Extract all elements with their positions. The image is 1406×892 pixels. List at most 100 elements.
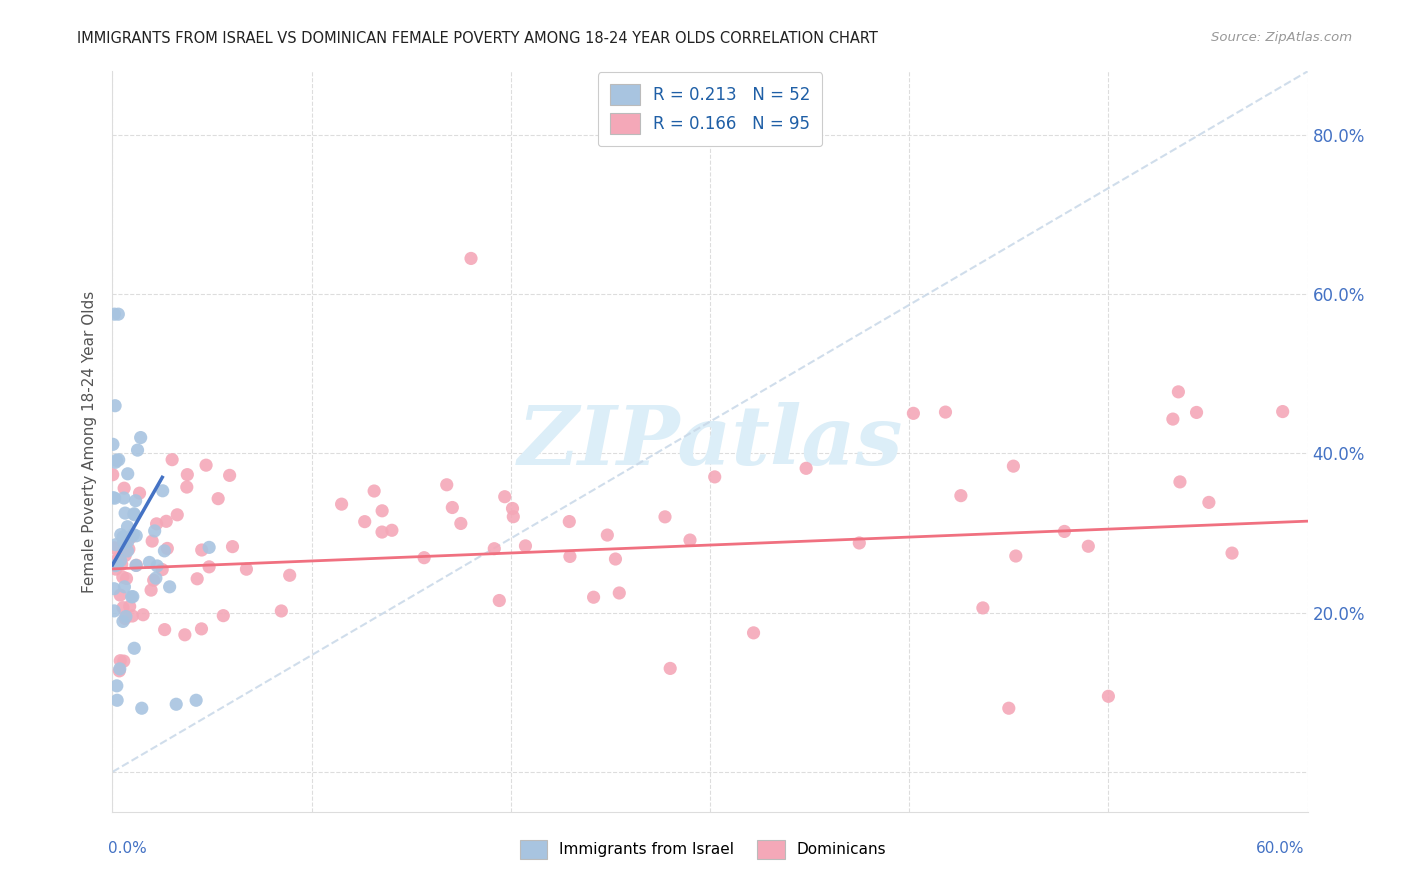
Point <box>112 654 135 668</box>
Point <box>363 483 385 498</box>
Legend: Immigrants from Israel, Dominicans: Immigrants from Israel, Dominicans <box>513 834 893 864</box>
Point <box>143 524 166 538</box>
Point <box>155 514 177 528</box>
Point <box>112 481 135 495</box>
Point <box>742 625 765 640</box>
Point <box>502 501 524 516</box>
Point <box>450 516 472 531</box>
Point <box>607 586 630 600</box>
Point <box>198 541 221 555</box>
Legend: R = 0.213   N = 52, R = 0.166   N = 95: R = 0.213 N = 52, R = 0.166 N = 95 <box>598 72 823 146</box>
Point <box>104 558 127 573</box>
Point <box>160 452 183 467</box>
Point <box>153 544 176 558</box>
Point <box>1167 384 1189 399</box>
Point <box>198 559 221 574</box>
Point <box>122 641 145 656</box>
Point <box>110 553 132 567</box>
Point <box>186 693 208 707</box>
Point <box>484 541 506 556</box>
Point <box>110 527 132 541</box>
Point <box>121 609 143 624</box>
Point <box>121 590 143 604</box>
Point <box>153 623 176 637</box>
Point <box>159 580 181 594</box>
Point <box>114 611 136 625</box>
Point <box>1097 690 1119 704</box>
Point <box>107 307 129 321</box>
Point <box>125 558 148 573</box>
Point <box>108 662 131 676</box>
Point <box>139 583 162 598</box>
Y-axis label: Female Poverty Among 18-24 Year Olds: Female Poverty Among 18-24 Year Olds <box>82 291 97 592</box>
Point <box>112 530 135 544</box>
Point <box>105 679 128 693</box>
Point <box>1161 412 1184 426</box>
Point <box>120 530 142 544</box>
Point <box>124 493 146 508</box>
Point <box>441 500 464 515</box>
Point <box>582 591 605 605</box>
Point <box>117 534 139 549</box>
Point <box>186 572 208 586</box>
Point <box>176 467 198 482</box>
Point <box>218 468 240 483</box>
Point <box>142 573 165 587</box>
Point <box>110 654 132 668</box>
Point <box>145 516 167 531</box>
Point <box>146 558 169 573</box>
Point <box>212 608 235 623</box>
Point <box>165 698 187 712</box>
Point <box>794 461 817 475</box>
Point <box>1220 546 1243 560</box>
Point <box>103 582 125 596</box>
Point <box>195 458 218 472</box>
Point <box>436 477 458 491</box>
Point <box>150 563 173 577</box>
Point <box>156 541 179 556</box>
Point <box>460 252 482 266</box>
Point <box>104 455 127 469</box>
Point <box>1185 405 1208 419</box>
Point <box>558 515 581 529</box>
Point <box>117 519 139 533</box>
Text: ZIPatlas: ZIPatlas <box>517 401 903 482</box>
Point <box>353 515 375 529</box>
Point <box>118 542 141 557</box>
Point <box>173 628 195 642</box>
Point <box>413 550 436 565</box>
Point <box>1002 459 1025 474</box>
Point <box>117 467 139 481</box>
Point <box>488 593 510 607</box>
Point <box>104 538 127 552</box>
Point <box>115 609 138 624</box>
Point <box>654 509 676 524</box>
Point <box>515 539 537 553</box>
Point <box>114 549 136 563</box>
Point <box>101 437 124 451</box>
Point <box>145 571 167 585</box>
Point <box>105 558 128 572</box>
Point <box>121 590 143 604</box>
Point <box>972 601 994 615</box>
Text: IMMIGRANTS FROM ISRAEL VS DOMINICAN FEMALE POVERTY AMONG 18-24 YEAR OLDS CORRELA: IMMIGRANTS FROM ISRAEL VS DOMINICAN FEMA… <box>77 31 879 46</box>
Point <box>679 533 702 547</box>
Point <box>108 588 131 602</box>
Point <box>112 491 135 505</box>
Point <box>278 568 301 582</box>
Point <box>1004 549 1026 563</box>
Point <box>125 529 148 543</box>
Point <box>132 607 155 622</box>
Point <box>103 604 125 618</box>
Point <box>221 540 243 554</box>
Point <box>111 600 134 615</box>
Point <box>1053 524 1076 539</box>
Text: 0.0%: 0.0% <box>108 841 148 856</box>
Point <box>107 452 129 467</box>
Point <box>131 701 153 715</box>
Point <box>502 509 524 524</box>
Point <box>105 693 128 707</box>
Point <box>235 562 257 576</box>
Point <box>270 604 292 618</box>
Point <box>101 467 124 482</box>
